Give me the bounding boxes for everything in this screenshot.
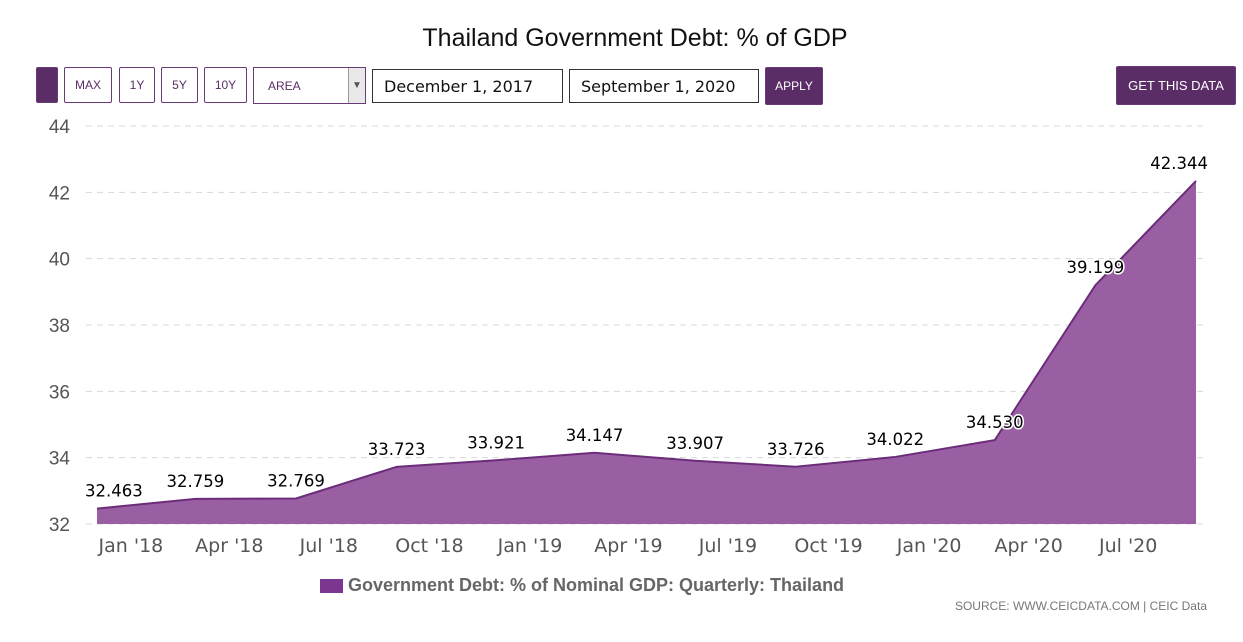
y-tick-label: 42 bbox=[49, 183, 70, 204]
data-label: 33.726 bbox=[767, 440, 825, 459]
y-tick-label: 44 bbox=[49, 117, 71, 138]
chart-title: Thailand Government Debt: % of GDP bbox=[422, 24, 848, 52]
x-tick-label: Jul '20 bbox=[1098, 535, 1157, 557]
chevron-down-icon[interactable]: ▼ bbox=[348, 68, 365, 103]
data-label: 32.759 bbox=[167, 472, 225, 491]
range-10y-button[interactable]: 10Y bbox=[204, 67, 247, 103]
range-max-button[interactable]: MAX bbox=[64, 67, 112, 103]
y-tick-label: 32 bbox=[49, 515, 70, 536]
x-tick-label: Apr '19 bbox=[594, 535, 662, 557]
data-label: 32.769 bbox=[267, 471, 325, 490]
legend-label: Government Debt: % of Nominal GDP: Quart… bbox=[348, 575, 845, 595]
data-label: 34.530 bbox=[966, 413, 1024, 432]
x-tick-label: Oct '19 bbox=[794, 535, 862, 557]
y-tick-label: 40 bbox=[49, 250, 70, 271]
x-tick-label: Apr '20 bbox=[995, 535, 1063, 557]
x-tick-label: Jul '19 bbox=[698, 535, 757, 557]
y-tick-label: 34 bbox=[49, 449, 71, 470]
menu-button[interactable] bbox=[36, 67, 58, 103]
data-label: 33.723 bbox=[368, 440, 426, 459]
range-1y-button[interactable]: 1Y bbox=[119, 67, 155, 103]
data-label: 32.463 bbox=[85, 482, 143, 501]
x-tick-label: Jan '18 bbox=[98, 535, 164, 557]
start-date-input[interactable]: December 1, 2017 bbox=[372, 69, 563, 103]
get-this-data-button[interactable]: GET THIS DATA bbox=[1116, 66, 1236, 105]
chart-type-select[interactable]: AREA ▼ bbox=[253, 67, 366, 104]
x-tick-label: Jul '18 bbox=[299, 535, 358, 557]
x-tick-label: Jan '20 bbox=[896, 535, 962, 557]
data-label: 33.921 bbox=[467, 433, 525, 452]
series-line bbox=[96, 180, 1197, 510]
y-tick-label: 38 bbox=[49, 316, 70, 337]
end-date-input[interactable]: September 1, 2020 bbox=[569, 69, 759, 103]
x-tick-label: Oct '18 bbox=[395, 535, 463, 557]
data-label: 42.344 bbox=[1150, 154, 1208, 173]
legend-swatch bbox=[320, 578, 343, 593]
series-area bbox=[97, 180, 1196, 524]
x-tick-label: Apr '18 bbox=[195, 535, 263, 557]
range-5y-button[interactable]: 5Y bbox=[161, 67, 198, 103]
y-tick-label: 36 bbox=[49, 382, 70, 403]
data-label: 33.907 bbox=[666, 434, 724, 453]
legend[interactable]: Government Debt: % of Nominal GDP: Quart… bbox=[320, 575, 844, 596]
data-label: 34.147 bbox=[566, 426, 624, 445]
x-tick-label: Jan '19 bbox=[497, 535, 563, 557]
chart-type-value: AREA bbox=[268, 79, 301, 93]
source-credit: SOURCE: WWW.CEICDATA.COM | CEIC Data bbox=[954, 599, 1207, 613]
apply-button[interactable]: APPLY bbox=[765, 67, 823, 105]
data-label: 39.199 bbox=[1067, 258, 1125, 277]
data-label: 34.022 bbox=[866, 430, 924, 449]
